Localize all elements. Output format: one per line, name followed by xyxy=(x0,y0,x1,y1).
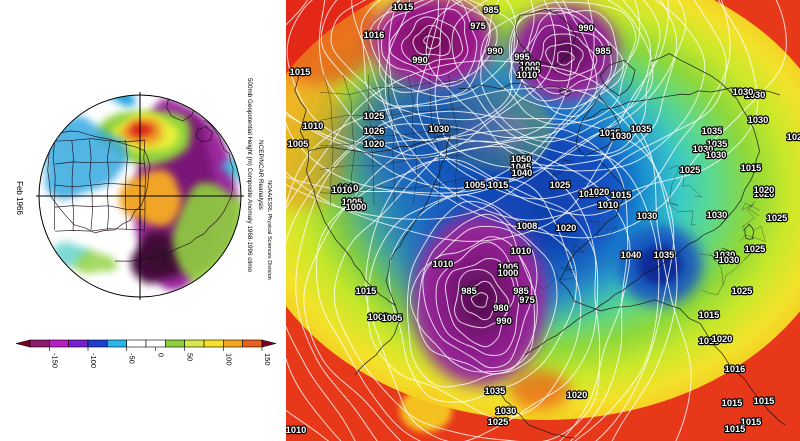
svg-text:1010: 1010 xyxy=(286,425,307,435)
svg-text:1030: 1030 xyxy=(748,115,769,125)
svg-text:1015: 1015 xyxy=(699,310,720,320)
svg-text:985: 985 xyxy=(461,286,477,296)
svg-text:NOAA/ESRL Physical Sciences Di: NOAA/ESRL Physical Sciences Division xyxy=(266,180,272,280)
svg-text:0: 0 xyxy=(157,353,166,357)
svg-text:1010: 1010 xyxy=(517,70,538,80)
svg-text:1015: 1015 xyxy=(488,180,509,190)
svg-text:1020: 1020 xyxy=(556,223,577,233)
svg-text:1030: 1030 xyxy=(733,87,754,97)
svg-text:1020: 1020 xyxy=(712,334,733,344)
svg-text:-150: -150 xyxy=(50,353,59,368)
svg-text:1010: 1010 xyxy=(598,200,619,210)
svg-text:1010: 1010 xyxy=(303,121,324,131)
svg-text:1008: 1008 xyxy=(517,221,538,231)
svg-text:1015: 1015 xyxy=(725,424,746,434)
svg-text:1030: 1030 xyxy=(706,150,727,160)
svg-text:1025: 1025 xyxy=(767,213,788,223)
svg-text:990: 990 xyxy=(487,46,503,56)
svg-text:1035: 1035 xyxy=(631,124,652,134)
svg-text:1030: 1030 xyxy=(707,210,728,220)
svg-text:50: 50 xyxy=(186,353,195,361)
svg-text:1025: 1025 xyxy=(550,180,571,190)
svg-text:1020: 1020 xyxy=(754,185,775,195)
svg-text:NCEP/NCAR Reanalysis: NCEP/NCAR Reanalysis xyxy=(257,140,264,210)
svg-text:1015: 1015 xyxy=(611,190,632,200)
svg-text:150: 150 xyxy=(263,353,272,366)
svg-text:1020: 1020 xyxy=(589,187,610,197)
svg-text:1015: 1015 xyxy=(393,2,414,12)
svg-text:1010: 1010 xyxy=(433,259,454,269)
svg-text:1026: 1026 xyxy=(364,126,385,136)
svg-text:1020: 1020 xyxy=(567,390,588,400)
svg-text:980: 980 xyxy=(493,303,509,313)
svg-text:-100: -100 xyxy=(89,353,98,368)
svg-text:1016: 1016 xyxy=(364,30,385,40)
svg-text:1000: 1000 xyxy=(346,202,367,212)
svg-text:1035: 1035 xyxy=(485,386,506,396)
svg-text:1005: 1005 xyxy=(465,180,486,190)
svg-text:1005: 1005 xyxy=(382,313,403,323)
svg-text:1020: 1020 xyxy=(364,139,385,149)
svg-text:1040: 1040 xyxy=(512,168,533,178)
svg-text:1030: 1030 xyxy=(611,131,632,141)
svg-text:1000: 1000 xyxy=(498,268,519,278)
svg-text:500mb Geopotential Height (m): 500mb Geopotential Height (m) Composite … xyxy=(246,78,253,272)
svg-text:1020: 1020 xyxy=(787,132,800,142)
svg-text:1015: 1015 xyxy=(356,286,377,296)
svg-text:1035: 1035 xyxy=(702,126,723,136)
svg-text:990: 990 xyxy=(412,55,428,65)
svg-text:990: 990 xyxy=(496,316,512,326)
svg-text:1025: 1025 xyxy=(488,417,509,427)
svg-text:1016: 1016 xyxy=(725,364,746,374)
svg-text:1005: 1005 xyxy=(288,139,309,149)
svg-text:990: 990 xyxy=(578,23,594,33)
svg-text:985: 985 xyxy=(595,46,611,56)
svg-text:1015: 1015 xyxy=(722,398,743,408)
svg-text:1015: 1015 xyxy=(741,163,762,173)
svg-text:-50: -50 xyxy=(128,353,137,364)
svg-text:1025: 1025 xyxy=(745,244,766,254)
svg-text:1035: 1035 xyxy=(654,250,675,260)
svg-text:1010: 1010 xyxy=(332,185,353,195)
svg-text:1015: 1015 xyxy=(290,67,311,77)
svg-text:1030: 1030 xyxy=(637,211,658,221)
svg-text:1030: 1030 xyxy=(496,406,517,416)
svg-text:1025: 1025 xyxy=(364,111,385,121)
svg-text:1030: 1030 xyxy=(719,255,740,265)
svg-text:1015: 1015 xyxy=(754,396,775,406)
svg-text:975: 975 xyxy=(519,295,535,305)
svg-text:1025: 1025 xyxy=(680,165,701,175)
svg-text:100: 100 xyxy=(224,353,233,366)
svg-text:1040: 1040 xyxy=(621,250,642,260)
svg-text:Feb 1966: Feb 1966 xyxy=(15,181,24,215)
svg-text:1010: 1010 xyxy=(511,246,532,256)
svg-text:1025: 1025 xyxy=(732,286,753,296)
svg-text:1030: 1030 xyxy=(429,124,450,134)
svg-text:975: 975 xyxy=(470,21,486,31)
svg-text:985: 985 xyxy=(483,5,499,15)
